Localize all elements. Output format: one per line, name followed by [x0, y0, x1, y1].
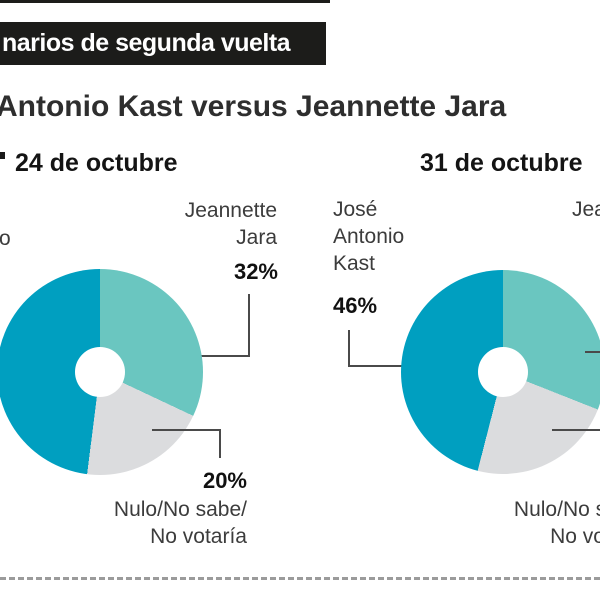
- page-title: Antonio Kast versus Jeannette Jara: [0, 90, 507, 123]
- label-jeannette-jara-left: Jeannette Jara: [185, 197, 277, 251]
- donut-hole: [478, 347, 528, 397]
- label-line: Kast: [333, 252, 376, 275]
- label-line: No votaría: [150, 525, 247, 548]
- cropped-text-fragment: [0, 152, 5, 159]
- callout-line-kast-right: [348, 330, 350, 367]
- label-line: Jara: [236, 226, 277, 249]
- callout-line-kast-right: [348, 365, 424, 367]
- label-kast-left-fragment: o: [0, 227, 11, 250]
- callout-line-jara-left: [185, 355, 250, 357]
- section-banner: narios de segunda vuelta: [0, 22, 326, 65]
- dotted-divider: [0, 577, 600, 580]
- chart-heading-24-octubre: 24 de octubre: [15, 149, 178, 177]
- label-jose-antonio-kast-right: José Antonio Kast: [333, 196, 404, 277]
- label-nulo-left: Nulo/No sabe/ No votaría: [114, 496, 247, 550]
- label-line: Nulo/No sabe/: [513, 498, 600, 521]
- label-line: No votaría: [550, 525, 600, 548]
- label-line: Antonio: [333, 225, 405, 248]
- callout-line-jara-right: [585, 351, 600, 353]
- callout-line-nulo-right: [552, 429, 600, 431]
- value-kast-right: 46%: [333, 293, 378, 318]
- value-nulo-left: 20%: [202, 468, 247, 493]
- callout-line-jara-left: [248, 294, 250, 357]
- section-banner-text: narios de segunda vuelta: [2, 29, 291, 57]
- value-jara-left: 32%: [233, 259, 278, 284]
- donut-hole: [75, 347, 125, 397]
- label-line: José: [333, 198, 378, 221]
- label-jeannette-right-fragment: Jeannette: [572, 198, 600, 221]
- chart-heading-31-octubre: 31 de octubre: [420, 149, 583, 177]
- label-line: Nulo/No sabe/: [113, 498, 247, 521]
- callout-line-nulo-left: [219, 429, 221, 458]
- donut-chart-24-octubre: [0, 269, 203, 475]
- top-rule: [0, 0, 330, 3]
- label-nulo-right: Nulo/No sabe/ No votaría: [514, 496, 600, 550]
- callout-line-nulo-left: [152, 429, 221, 431]
- label-line: Jeannette: [184, 199, 277, 222]
- donut-chart-31-octubre: [401, 270, 600, 474]
